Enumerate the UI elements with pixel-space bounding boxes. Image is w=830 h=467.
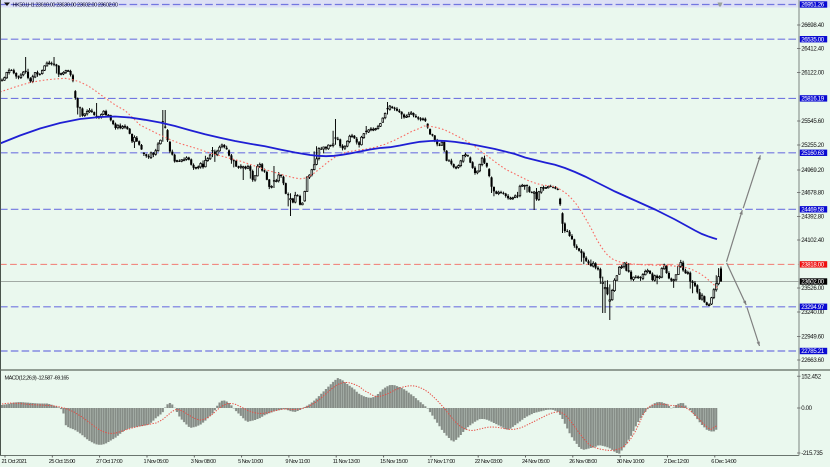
svg-text:22663.60: 22663.60	[801, 357, 825, 364]
svg-text:24392.80: 24392.80	[801, 214, 825, 221]
svg-text:22 Nov 03:00: 22 Nov 03:00	[475, 459, 503, 465]
svg-text:25160.63: 25160.63	[801, 150, 825, 157]
svg-text:HK50.I,H1 23610.00 23630.00 2: HK50.I,H1 23610.00 23630.00 23602.00 236…	[13, 2, 118, 8]
svg-text:24469.58: 24469.58	[801, 207, 825, 214]
svg-text:25545.60: 25545.60	[801, 118, 825, 125]
svg-text:25 Oct 15:00: 25 Oct 15:00	[49, 459, 75, 465]
svg-text:26122.00: 26122.00	[801, 70, 825, 77]
svg-text:15 Nov 15:00: 15 Nov 15:00	[380, 459, 408, 465]
svg-text:1 Nov 05:00: 1 Nov 05:00	[144, 459, 169, 465]
svg-text:25255.20: 25255.20	[801, 142, 825, 149]
svg-text:23818.00: 23818.00	[801, 262, 825, 269]
svg-text:-215.735: -215.735	[801, 450, 823, 457]
svg-text:6 Dec 14:00: 6 Dec 14:00	[711, 459, 736, 465]
svg-text:23294.97: 23294.97	[801, 304, 825, 311]
svg-text:152.452: 152.452	[801, 373, 822, 380]
svg-text:24678.80: 24678.80	[801, 190, 825, 197]
svg-text:5 Nov 10:00: 5 Nov 10:00	[238, 459, 263, 465]
svg-text:MACD(12,26,9) -12.587 -69.165: MACD(12,26,9) -12.587 -69.165	[5, 375, 69, 381]
svg-text:26951.26: 26951.26	[801, 2, 825, 9]
svg-text:25816.19: 25816.19	[801, 96, 825, 103]
svg-text:23526.00: 23526.00	[801, 285, 825, 292]
svg-text:21 Oct 2021: 21 Oct 2021	[2, 459, 27, 465]
svg-text:27 Oct 17:00: 27 Oct 17:00	[96, 459, 122, 465]
svg-text:24969.20: 24969.20	[801, 167, 825, 174]
svg-text:26698.40: 26698.40	[801, 22, 825, 29]
svg-text:24 Nov 05:00: 24 Nov 05:00	[522, 459, 550, 465]
svg-text:24102.40: 24102.40	[801, 237, 825, 244]
svg-text:30 Nov 10:00: 30 Nov 10:00	[617, 459, 645, 465]
svg-text:9 Nov 11:00: 9 Nov 11:00	[285, 459, 310, 465]
svg-text:26 Nov 08:00: 26 Nov 08:00	[569, 459, 597, 465]
svg-text:22785.21: 22785.21	[801, 348, 825, 355]
svg-text:17 Nov 17:00: 17 Nov 17:00	[427, 459, 455, 465]
svg-text:0.00: 0.00	[801, 405, 812, 412]
svg-text:3 Nov 08:00: 3 Nov 08:00	[191, 459, 216, 465]
svg-text:22949.60: 22949.60	[801, 334, 825, 341]
svg-text:2 Dec 12:00: 2 Dec 12:00	[664, 459, 689, 465]
svg-text:23240.00: 23240.00	[801, 309, 825, 316]
svg-text:26535.00: 26535.00	[801, 36, 825, 43]
svg-text:26412.40: 26412.40	[801, 46, 825, 53]
svg-text:23602.00: 23602.00	[801, 279, 825, 286]
svg-text:11 Nov 13:00: 11 Nov 13:00	[333, 459, 360, 465]
